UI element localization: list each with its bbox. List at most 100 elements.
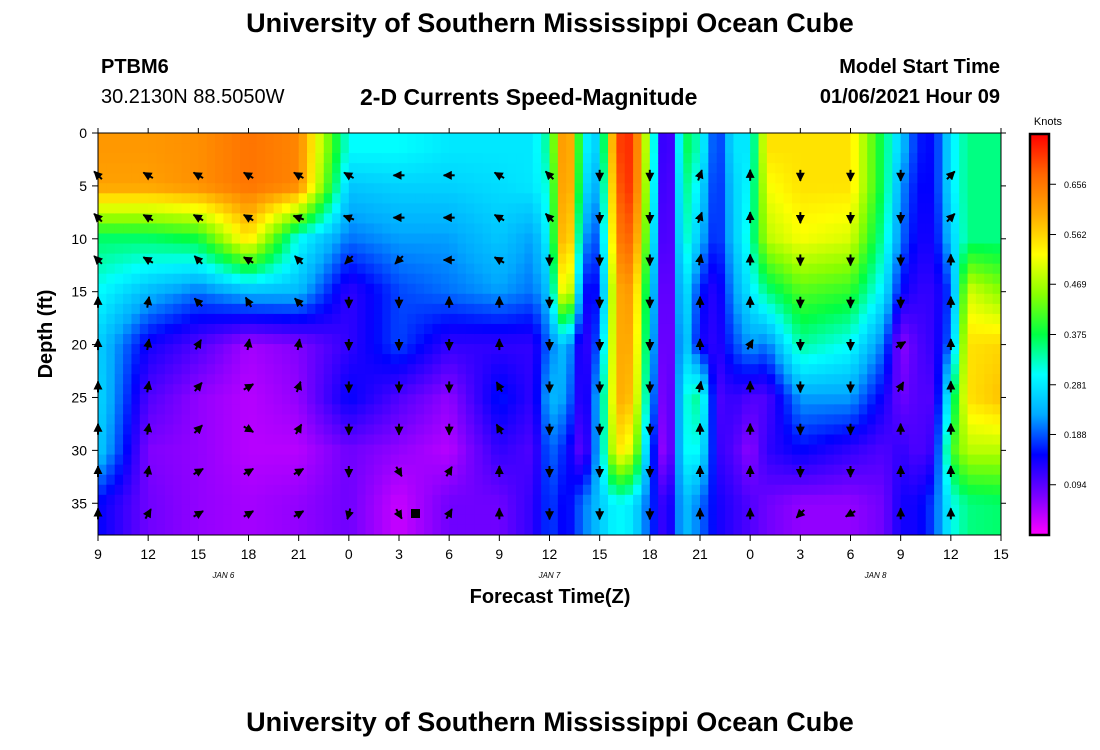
heatmap-cell	[407, 514, 417, 526]
heatmap-cell	[992, 434, 1001, 446]
heatmap-cell	[181, 504, 191, 516]
heatmap-cell	[98, 323, 107, 335]
heatmap-cell	[633, 153, 643, 164]
heatmap-cell	[524, 203, 534, 214]
heatmap-cell	[223, 193, 233, 204]
heatmap-cell	[984, 303, 994, 315]
heatmap-cell	[206, 293, 216, 305]
heatmap-cell	[499, 444, 509, 456]
heatmap-cell	[516, 474, 526, 486]
heatmap-cell	[173, 344, 183, 355]
heatmap-cell	[683, 303, 693, 315]
heatmap-cell	[975, 514, 985, 526]
heatmap-cell	[215, 444, 225, 456]
heatmap-cell	[683, 494, 693, 506]
heatmap-cell	[549, 384, 559, 395]
heatmap-cell	[683, 424, 693, 436]
heatmap-cell	[674, 193, 684, 204]
heatmap-cell	[181, 414, 191, 426]
heatmap-cell	[189, 334, 199, 345]
heatmap-cell	[549, 394, 559, 405]
heatmap-cell	[415, 364, 425, 375]
heatmap-cell	[892, 313, 902, 325]
heatmap-cell	[164, 193, 174, 204]
heatmap-cell	[382, 384, 392, 395]
heatmap-cell	[975, 213, 985, 225]
heatmap-cell	[424, 424, 434, 436]
heatmap-cell	[482, 384, 492, 395]
heatmap-cell	[156, 484, 166, 496]
heatmap-cell	[532, 494, 542, 506]
heatmap-cell	[900, 394, 910, 405]
heatmap-cell	[791, 283, 801, 295]
heatmap-cell	[449, 384, 459, 395]
heatmap-cell	[156, 434, 166, 446]
heatmap-cell	[532, 303, 542, 315]
heatmap-cell	[925, 183, 935, 194]
heatmap-cell	[123, 474, 133, 486]
heatmap-cell	[307, 454, 316, 466]
heatmap-cell	[164, 354, 174, 365]
heatmap-cell	[825, 253, 835, 265]
heatmap-cell	[725, 203, 735, 214]
heatmap-cell	[440, 143, 450, 154]
heatmap-cell	[875, 253, 885, 265]
heatmap-cell	[649, 394, 659, 405]
heatmap-cell	[817, 253, 827, 265]
heatmap-cell	[574, 323, 584, 335]
heatmap-cell	[373, 504, 383, 516]
heatmap-cell	[256, 394, 266, 405]
heatmap-cell	[415, 163, 425, 174]
heatmap-cell	[733, 354, 743, 365]
heatmap-cell	[390, 143, 400, 154]
heatmap-cell	[265, 414, 275, 426]
heatmap-cell	[975, 193, 985, 204]
heatmap-cell	[223, 424, 233, 436]
heatmap-cell	[750, 133, 760, 144]
heatmap-cell	[173, 253, 183, 265]
heatmap-cell	[725, 263, 735, 275]
heatmap-cell	[457, 374, 467, 385]
heatmap-cell	[674, 293, 684, 305]
heatmap-cell	[975, 524, 985, 535]
heatmap-cell	[449, 313, 459, 325]
heatmap-cell	[131, 354, 141, 365]
heatmap-cell	[315, 323, 325, 335]
heatmap-cell	[833, 354, 843, 365]
heatmap-cell	[566, 504, 576, 516]
heatmap-cell	[248, 404, 258, 415]
heatmap-cell	[608, 193, 617, 204]
heatmap-cell	[674, 323, 684, 335]
heatmap-cell	[273, 163, 283, 174]
heatmap-cell	[867, 504, 877, 516]
heatmap-cell	[373, 163, 383, 174]
heatmap-cell	[516, 514, 526, 526]
heatmap-cell	[223, 273, 233, 285]
heatmap-cell	[273, 263, 283, 275]
heatmap-cell	[566, 223, 576, 235]
heatmap-cell	[248, 313, 258, 325]
heatmap-cell	[549, 223, 559, 235]
heatmap-cell	[959, 514, 969, 526]
heatmap-cell	[975, 263, 985, 275]
heatmap-cell	[390, 374, 400, 385]
heatmap-cell	[741, 273, 751, 285]
heatmap-cell	[733, 193, 743, 204]
heatmap-cell	[173, 384, 183, 395]
heatmap-cell	[164, 143, 174, 154]
heatmap-cell	[992, 243, 1001, 255]
heatmap-cell	[532, 364, 542, 375]
heatmap-cell	[691, 283, 701, 295]
heatmap-cell	[750, 484, 760, 496]
heatmap-cell	[98, 273, 107, 285]
heatmap-cell	[148, 424, 158, 436]
heatmap-cell	[616, 374, 626, 385]
heatmap-cell	[741, 223, 751, 235]
heatmap-cell	[975, 464, 985, 476]
heatmap-cell	[457, 203, 467, 214]
colorbar-tick-label: 0.188	[1064, 430, 1087, 440]
heatmap-cell	[942, 374, 952, 385]
heatmap-cell	[741, 434, 751, 446]
heatmap-cell	[842, 263, 852, 275]
heatmap-cell	[465, 494, 475, 506]
